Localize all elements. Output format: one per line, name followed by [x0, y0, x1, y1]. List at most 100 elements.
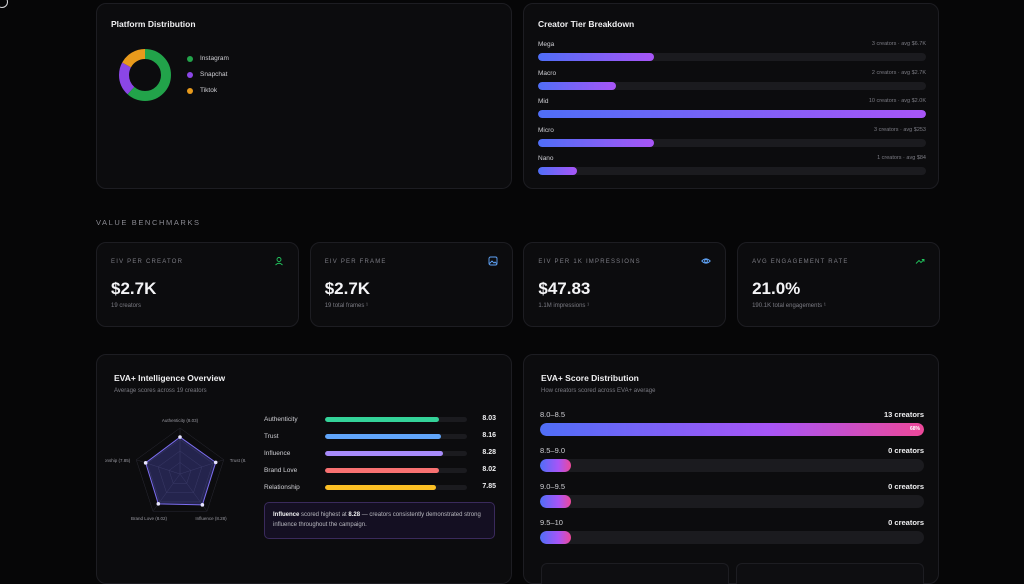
score-bar-track [540, 531, 924, 544]
benchmark-subtext: 1.1M impressions ¹ [538, 303, 590, 309]
score-range-label: 9.5–10 [540, 518, 563, 527]
tier-bar-track [538, 110, 926, 118]
radar-axis-label: Influence (8.28) [195, 516, 227, 521]
tier-row-mid: Mid 10 creators · avg $2.0K [538, 98, 926, 122]
benchmark-subtext: 19 creators [111, 303, 142, 309]
tier-name: Nano [538, 155, 554, 162]
tier-name: Mega [538, 41, 555, 48]
platform-color-dot [187, 56, 193, 62]
benchmark-subtext: 19 total frames ¹ [324, 303, 369, 309]
score-bar-track: 68% [540, 423, 924, 436]
platform-donut-chart [119, 49, 171, 101]
platform-color-dot [187, 88, 193, 94]
metric-value: 8.16 [482, 432, 496, 439]
radar-grid-ring [168, 462, 192, 484]
image-icon [488, 256, 498, 266]
score-bar-percent: 68% [909, 426, 920, 432]
tier-bar-fill [538, 53, 655, 61]
tier-bar-track [538, 81, 926, 90]
metric-value: 8.28 [482, 449, 496, 456]
tier-bar-fill [538, 81, 616, 90]
intelligence-metric-influence: Influence 8.28 [264, 448, 496, 462]
radar-axis-label: Authenticity (8.03) [162, 418, 199, 423]
radar-axis-label: Trust (8. [230, 458, 247, 463]
score-range-count: 13 creators [883, 410, 924, 419]
score-range-row: 8.5–9.0 0 creators [540, 446, 924, 476]
radar-chart: Authenticity (8.03) Trust (8. Influence (8… [105, 418, 247, 521]
score-bar-fill [540, 495, 571, 508]
insight-callout: Influence scored highest at 8.28 — creat… [264, 502, 495, 539]
metric-name: Authenticity [264, 416, 298, 423]
radar-axis-label: Brand Love (8.02) [131, 516, 168, 521]
radar-grid-ring [146, 439, 214, 503]
platform-color-dot [187, 72, 193, 78]
metric-bar-fill [325, 417, 440, 422]
score-range-count: 0 creators [888, 446, 924, 455]
score-bar-fill [540, 531, 571, 544]
platform-name: Tiktok [200, 87, 218, 94]
intelligence-subtitle: Average scores across 19 creators [114, 388, 207, 394]
platform-distribution-card: Platform Distribution Instagram61%18 pos… [96, 3, 584, 189]
score-range-label: 8.0–8.5 [540, 410, 566, 419]
radar-point [156, 502, 161, 506]
benchmark-label: EIV PER 1K IMPRESSIONS [538, 259, 641, 265]
callout-strong: Influence [273, 512, 300, 518]
metric-name: Trust [264, 433, 279, 440]
score-range-row: 9.5–10 0 creators [540, 518, 924, 548]
score-range-label: 9.0–9.5 [540, 482, 566, 491]
metric-bar-track [325, 417, 467, 422]
score-distribution-card: EVA+ Score Distribution How creators sco… [523, 354, 939, 584]
intelligence-metric-brand-love: Brand Love 8.02 [264, 465, 496, 479]
benchmark-card: EIV PER CREATOR $2.7K 19 creators [96, 242, 299, 327]
intelligence-overview-card: EVA+ Intelligence Overview Average score… [96, 354, 512, 584]
score-bar-track [540, 495, 924, 508]
tier-bar-track [538, 53, 926, 61]
tier-bar-track [538, 167, 926, 175]
benchmark-card: EIV PER 1K IMPRESSIONS $47.83 1.1M impress… [523, 242, 727, 327]
tier-meta: 1 creators · avg $84 [877, 155, 926, 161]
metric-bar-track [325, 434, 467, 439]
score-range-label: 8.5–9.0 [540, 446, 566, 455]
benchmark-label: AVG ENGAGEMENT RATE [752, 259, 849, 265]
cursor-ring-icon [0, 0, 8, 8]
tier-row-mega: Mega 3 creators · avg $6.7K [538, 41, 926, 65]
tier-meta: 3 creators · avg $253 [874, 126, 926, 133]
radar-axis-label: ionship (7.85) [105, 458, 131, 463]
radar-point [143, 461, 148, 465]
benchmark-subtext: 190.1K total engagements ¹ [752, 303, 826, 309]
metric-value: 7.85 [482, 483, 496, 490]
benchmark-value: $2.7K [111, 279, 157, 298]
score-range-row: 8.0–8.5 13 creators 68% [540, 410, 924, 440]
metric-bar-track [325, 485, 467, 490]
radar-area [145, 436, 217, 506]
metric-bar-fill [325, 434, 441, 439]
benchmark-value: $47.83 [538, 279, 591, 298]
radar-point [178, 435, 182, 439]
creator-tier-card: Creator Tier Breakdown Mega 3 creators · … [523, 3, 939, 189]
tier-row-micro: Micro 3 creators · avg $253 [538, 127, 926, 151]
score-distribution-title: EVA+ Score Distribution [541, 373, 639, 383]
metric-bar-fill [325, 451, 443, 456]
intelligence-metric-trust: Trust 8.16 [264, 431, 496, 445]
score-range-row: 9.0–9.5 0 creators [540, 482, 924, 512]
tier-name: Mid [538, 98, 549, 105]
callout-text-1: scored highest at [299, 512, 349, 518]
tier-name: Micro [538, 126, 554, 134]
benchmark-value: 21.0% [752, 279, 801, 298]
tier-bar-fill [538, 167, 577, 175]
score-bar-fill [540, 459, 571, 472]
metric-name: Brand Love [264, 467, 298, 474]
tier-row-nano: Nano 1 creators · avg $84 [538, 155, 926, 179]
platform-name: Instagram [200, 55, 229, 62]
score-distribution-subtitle: How creators scored across EVA+ average [541, 388, 656, 394]
metric-bar-track [325, 468, 467, 473]
tier-meta: 2 creators · avg $2.7K [871, 69, 926, 76]
radar-point [200, 503, 205, 507]
metric-bar-fill [325, 468, 439, 473]
user-icon [275, 257, 283, 266]
metric-value: 8.03 [482, 415, 496, 422]
platform-name: Snapchat [200, 71, 228, 78]
tier-bar-fill [538, 110, 926, 118]
score-bar-fill: 68% [540, 423, 924, 436]
tier-row-macro: Macro 2 creators · avg $2.7K [538, 70, 926, 94]
